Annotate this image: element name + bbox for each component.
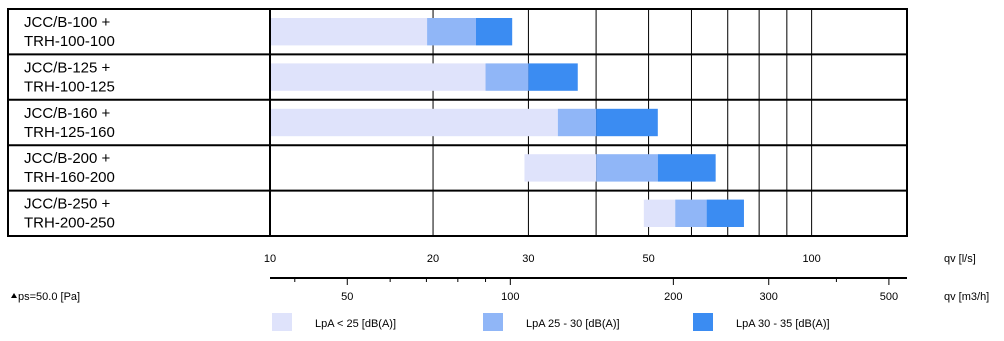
- secondary-tick-label: 50: [341, 291, 353, 303]
- row-label-line1: JCC/B-250 +: [24, 196, 111, 213]
- primary-unit-label: qv [l/s]: [944, 253, 976, 265]
- bar-segment: [270, 18, 428, 46]
- row-label-line1: JCC/B-100 +: [24, 14, 111, 31]
- primary-tick-label: 100: [802, 253, 820, 265]
- secondary-tick-label: 300: [760, 291, 778, 303]
- bar-segment: [596, 154, 658, 182]
- secondary-tick-label: 500: [880, 291, 898, 303]
- legend: LpA < 25 [dB(A)] LpA 25 - 30 [dB(A)] LpA 3…: [272, 313, 830, 331]
- bar-segment: [675, 199, 707, 227]
- primary-tick-label: 50: [642, 253, 654, 265]
- secondary-unit-label: qv [m3/h]: [944, 291, 989, 303]
- primary-tick-label: 10: [264, 253, 276, 265]
- bar-segment: [657, 154, 716, 182]
- legend-swatch: [693, 313, 713, 331]
- row-label-line1: JCC/B-160 +: [24, 105, 111, 122]
- secondary-tick-label: 200: [664, 291, 682, 303]
- row-label-line2: TRH-160-200: [24, 169, 115, 186]
- legend-swatch: [272, 313, 292, 331]
- row-label-line2: TRH-200-250: [24, 215, 115, 232]
- bars-layer: [270, 18, 744, 227]
- bar-segment: [270, 63, 486, 91]
- row-label-line1: JCC/B-200 +: [24, 150, 111, 167]
- legend-label: LpA 25 - 30 [dB(A)]: [526, 318, 620, 330]
- primary-axis: 10 20 30 50 100 qv [l/s]: [264, 253, 976, 265]
- bar-segment: [475, 18, 513, 46]
- bar-segment: [270, 108, 558, 137]
- row-label-line2: TRH-100-100: [24, 33, 115, 50]
- grid-lines: [432, 9, 813, 236]
- pressure-marker-icon: [11, 293, 17, 298]
- bar-segment: [427, 18, 476, 46]
- legend-label: LpA < 25 [dB(A)]: [315, 318, 396, 330]
- secondary-axis: 50 100 200 300 500 qv [m3/h] ps=50.0 [Pa]: [11, 277, 989, 303]
- legend-swatch: [483, 313, 503, 331]
- bar-segment: [706, 199, 744, 227]
- row-label-line2: TRH-100-125: [24, 78, 115, 95]
- bar-segment: [643, 199, 676, 227]
- pressure-label: ps=50.0 [Pa]: [18, 291, 80, 303]
- legend-label: LpA 30 - 35 [dB(A)]: [736, 318, 830, 330]
- row-label-line1: JCC/B-125 +: [24, 59, 111, 76]
- secondary-tick-label: 100: [501, 291, 519, 303]
- chart-frame: [7, 8, 908, 237]
- bar-segment: [557, 108, 597, 137]
- primary-tick-label: 30: [522, 253, 534, 265]
- bar-segment: [524, 154, 597, 182]
- chart-border: [7, 8, 908, 237]
- primary-tick-label: 20: [427, 253, 439, 265]
- row-labels: JCC/B-100 + TRH-100-100 JCC/B-125 + TRH-100…: [24, 14, 115, 232]
- bar-segment: [485, 63, 529, 91]
- bar-segment: [596, 108, 658, 137]
- row-label-line2: TRH-125-160: [24, 124, 115, 141]
- bar-segment: [528, 63, 578, 91]
